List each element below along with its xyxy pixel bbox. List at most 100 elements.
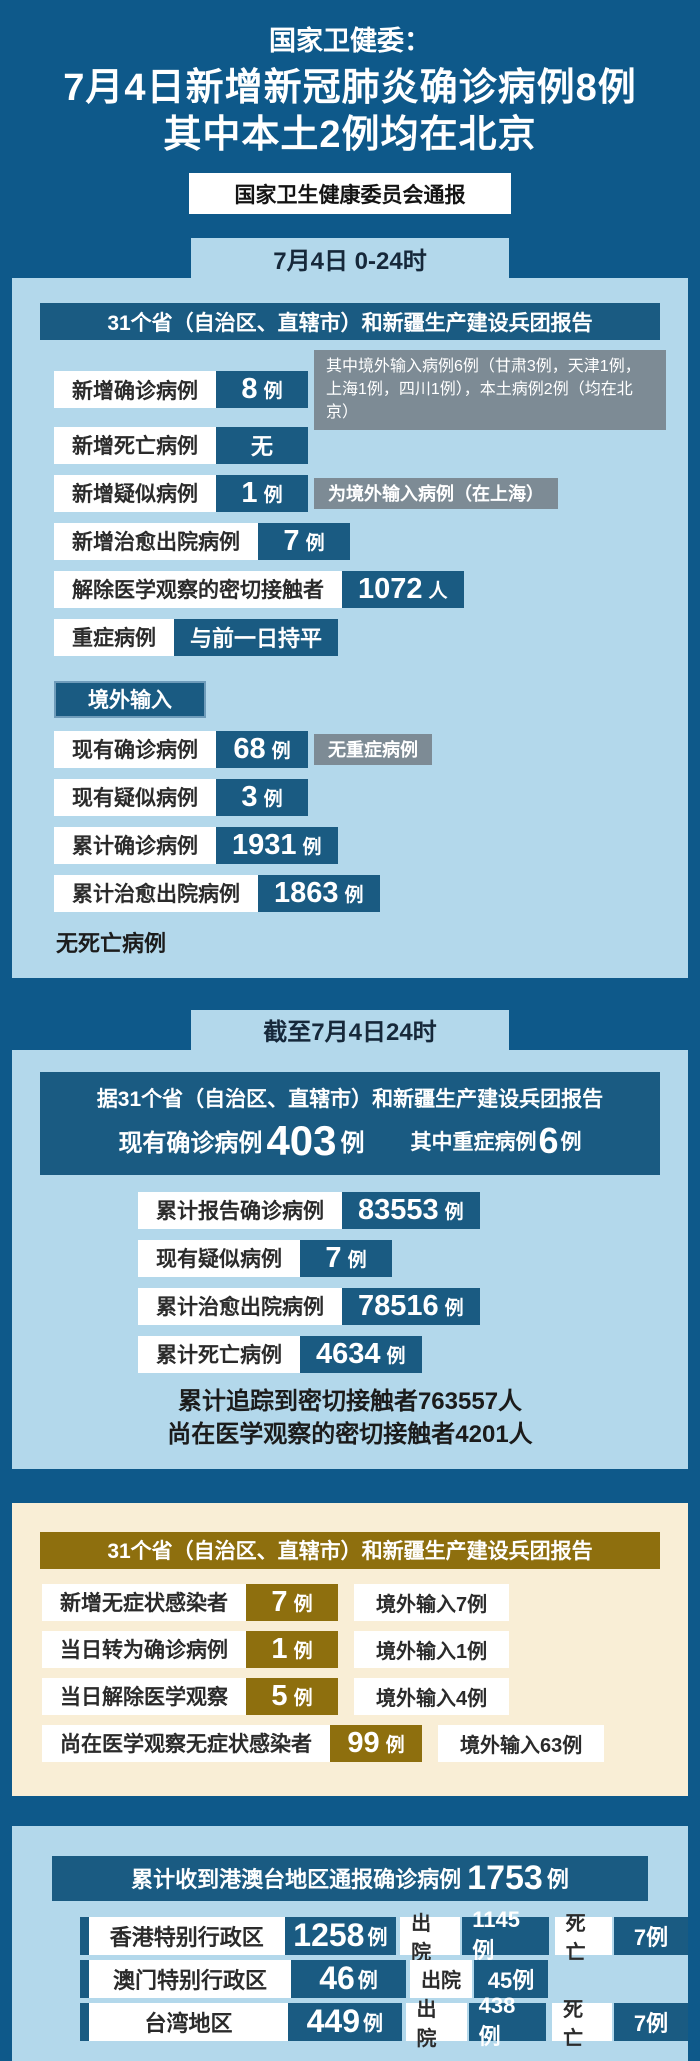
stat-value: 99 [347,1726,380,1759]
banner-current-line: 现有确诊病例 403 例 其中重症病例 6 例 [50,1116,650,1164]
stat-note: 无重症病例 [314,733,432,765]
section2-rows: 累计报告确诊病例 83553 例 现有疑似病例 7 例 累计治愈出院病例 785… [12,1191,688,1373]
section1-tab: 7月4日 0-24时 [191,238,509,278]
stat-value: 无 [250,434,273,460]
stat-value: 4634 [316,1337,381,1370]
stat-value-box: 1931 例 [216,826,338,864]
stat-unit: 例 [305,532,325,554]
severe-cases-unit: 例 [560,1130,582,1154]
stat-label: 新增确诊病例 [54,371,216,409]
stat-unit: 人 [428,580,448,602]
section3-header-bar: 31个省（自治区、直辖市）和新疆生产建设兵团报告 [40,1531,660,1569]
stat-label: 累计确诊病例 [54,826,216,864]
stat-value-box: 7 例 [300,1239,392,1277]
severe-cases-label: 其中重症病例 [410,1130,537,1154]
stat-value: 1072 [358,572,423,605]
stat-label: 当日转为确诊病例 [42,1630,246,1668]
stat-row: 重症病例 与前一日持平 [54,618,672,656]
discharged-label: 出院 [400,1913,461,1964]
stat-note: 其中境外输入病例6例（甘肃3例，天津1例，上海1例，四川1例），本土病例2例（均… [314,350,666,430]
page-title-line1: 7月4日新增新冠肺炎确诊病例8例 [63,67,637,109]
hmt-header-unit: 例 [546,1867,569,1893]
stat-row: 新增治愈出院病例 7 例 [54,522,672,560]
stat-row: 新增无症状感染者 7 例 境外输入7例 [42,1583,672,1621]
stat-row: 现有疑似病例 7 例 [138,1239,672,1277]
stat-label: 现有确诊病例 [54,730,216,768]
stat-note: 境外输入1例 [354,1630,510,1668]
deaths-value: 7例 [614,2002,688,2041]
stat-value-box: 68 例 [216,730,308,768]
stat-value-box: 7 例 [258,522,350,560]
stat-label: 新增治愈出院病例 [54,522,258,560]
stat-value: 7 [325,1241,342,1274]
stat-unit: 例 [444,1201,464,1223]
stat-row: 累计治愈出院病例 1863 例 [54,874,672,912]
stat-value: 1 [241,476,258,509]
stat-value-box: 3 例 [216,778,308,816]
no-deaths-footnote: 无死亡病例 [56,930,167,956]
region-row-taiwan: 台湾地区 449 例 出院 438例 死亡 7例 [80,1993,688,2050]
trace-line1: 累计追踪到密切接触者763557人 [177,1387,523,1415]
source-badge: 国家卫生健康委员会通报 [189,173,511,214]
close-contacts-summary: 累计追踪到密切接触者763557人 尚在医学观察的密切接触者4201人 [12,1385,688,1451]
severe-cases-value: 6 [538,1119,559,1161]
banner-report-line: 据31个省（自治区、直辖市）和新疆生产建设兵团报告 [96,1087,604,1111]
stat-value: 83553 [358,1193,439,1226]
stat-value-box: 1 例 [216,474,308,512]
current-confirmed-label: 现有确诊病例 [118,1130,263,1158]
stat-value: 5 [271,1679,288,1712]
section2-tab: 截至7月4日24时 [191,1009,509,1050]
region-row-macau: 澳门特别行政区 46 例 出院 45例 [80,1959,688,1998]
region-label: 澳门特别行政区 [80,1959,291,1998]
deaths-value: 7例 [614,1916,689,1955]
stat-label: 现有疑似病例 [54,778,216,816]
stat-value: 1863 [274,876,339,909]
section3-rows: 新增无症状感染者 7 例 境外输入7例 当日转为确诊病例 1 例 境外输入1例 … [12,1583,688,1762]
region-confirmed-value: 449 [306,2003,361,2040]
deaths-group: 死亡 7例 [552,1999,688,2050]
region-label: 台湾地区 [80,2002,289,2041]
stat-label: 解除医学观察的密切接触者 [54,570,342,608]
stat-row: 累计确诊病例 1931 例 [54,826,672,864]
stat-row: 解除医学观察的密切接触者 1072 人 [54,570,672,608]
discharged-group: 出院 45例 [410,1959,548,1998]
section2-banner: 据31个省（自治区、直辖市）和新疆生产建设兵团报告 现有确诊病例 403 例 其… [40,1071,660,1175]
top-header: 国家卫健委： 7月4日新增新冠肺炎确诊病例8例 其中本土2例均在北京 国家卫生健… [0,0,700,214]
stat-row: 累计报告确诊病例 83553 例 [138,1191,672,1229]
stat-unit: 例 [293,1687,313,1709]
discharged-label: 出院 [410,1959,472,1998]
stat-label: 现有疑似病例 [138,1239,300,1277]
page-title-line2: 其中本土2例均在北京 [163,114,537,156]
stat-value: 7 [271,1585,288,1618]
current-confirmed-unit: 例 [340,1130,365,1158]
kicker: 国家卫健委： [269,26,431,56]
region-confirmed-value: 46 [319,1960,355,1997]
region-confirmed-box: 46 例 [291,1959,406,1998]
stat-label: 重症病例 [54,618,174,656]
region-label: 香港特别行政区 [80,1916,285,1955]
stat-row: 现有疑似病例 3 例 [54,778,672,816]
section1-header-bar: 31个省（自治区、直辖市）和新疆生产建设兵团报告 [40,303,660,340]
deaths-label: 死亡 [554,1913,613,1964]
stat-label: 新增疑似病例 [54,474,216,512]
discharged-label: 出院 [405,1999,467,2050]
section4-panel: 累计收到港澳台地区通报确诊病例 1753 例 香港特别行政区 1258 例 出院… [12,1825,689,2061]
region-confirmed-unit: 例 [357,1970,378,1993]
region-confirmed-unit: 例 [367,1927,388,1950]
stat-value: 7 [283,524,300,557]
stat-value: 1 [271,1632,288,1665]
stat-note: 为境外输入病例（在上海） [314,477,558,509]
current-confirmed-value: 403 [266,1116,337,1164]
deaths-label: 死亡 [552,1999,612,2050]
stat-value: 68 [233,732,266,765]
stat-value-box: 1072 人 [342,570,464,608]
stat-unit: 例 [263,381,283,403]
region-confirmed-box: 1258 例 [284,1916,397,1955]
stat-value: 3 [241,780,258,813]
stat-row: 新增死亡病例 无 [54,426,672,464]
stat-value: 8 [241,373,258,406]
stat-value-box: 1863 例 [258,874,380,912]
discharged-value: 438例 [468,1993,547,2049]
stat-value-box: 8 例 [216,371,308,409]
stat-unit: 例 [293,1593,313,1615]
